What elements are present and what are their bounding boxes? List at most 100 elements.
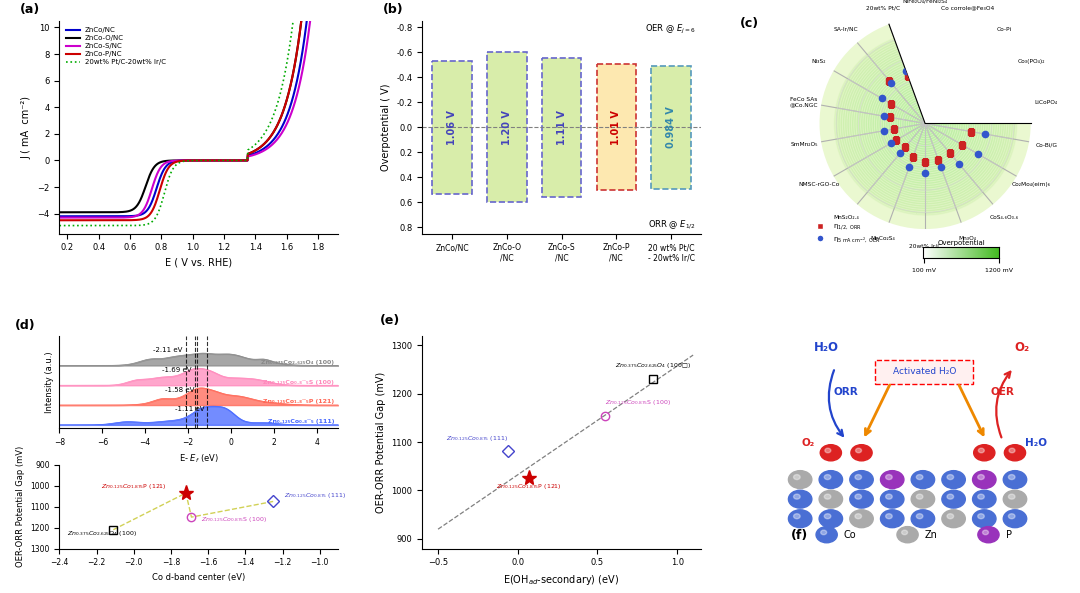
Text: H₂O: H₂O (1025, 438, 1047, 448)
Text: OER: OER (990, 387, 1014, 397)
FancyBboxPatch shape (542, 58, 581, 197)
Text: -1.58 eV: -1.58 eV (164, 387, 194, 393)
Circle shape (973, 510, 996, 528)
Circle shape (880, 490, 904, 508)
Text: $Zn_{0.125}Co_{1.875}$P (121): $Zn_{0.125}Co_{1.875}$P (121) (102, 483, 167, 492)
Circle shape (974, 445, 995, 461)
Text: (a): (a) (21, 4, 41, 17)
Text: $Zn_{0.125}Co_{0.875}$S (100): $Zn_{0.125}Co_{0.875}$S (100) (201, 515, 267, 524)
Circle shape (977, 474, 984, 480)
Circle shape (916, 474, 923, 480)
Text: -2.11 eV: -2.11 eV (153, 347, 183, 353)
Circle shape (824, 514, 831, 519)
Circle shape (912, 510, 934, 528)
Circle shape (821, 530, 826, 535)
Circle shape (916, 514, 923, 519)
Circle shape (977, 527, 999, 543)
Text: 0.984 V: 0.984 V (666, 106, 676, 148)
Circle shape (977, 514, 984, 519)
Circle shape (855, 514, 862, 519)
Circle shape (880, 471, 904, 489)
Circle shape (973, 490, 996, 508)
Circle shape (824, 494, 831, 499)
Text: -1.11 eV: -1.11 eV (175, 406, 204, 412)
X-axis label: E(OH$_{ad}$-secondary) (eV): E(OH$_{ad}$-secondary) (eV) (503, 573, 620, 587)
Text: $Zn_{0.125}Co_{0.875}$ (111): $Zn_{0.125}Co_{0.875}$ (111) (446, 434, 509, 443)
Circle shape (1003, 471, 1027, 489)
Y-axis label: Intensity (a.u.): Intensity (a.u.) (45, 351, 54, 413)
Circle shape (973, 471, 996, 489)
Text: 1.20 V: 1.20 V (502, 110, 512, 145)
Text: ORR: ORR (834, 387, 859, 397)
Circle shape (851, 445, 873, 461)
Text: Zn₀.₁₂₅Co₀.₈‷₅S (100): Zn₀.₁₂₅Co₀.₈‷₅S (100) (264, 380, 334, 385)
Circle shape (947, 474, 954, 480)
Text: ORR @ $E_{1/2}$: ORR @ $E_{1/2}$ (648, 219, 696, 231)
Text: O₂: O₂ (1014, 340, 1029, 353)
Text: (d): (d) (15, 319, 36, 332)
Text: $Zn_{0.125}Co_{0.875}$S (100): $Zn_{0.125}Co_{0.875}$S (100) (606, 398, 672, 407)
Circle shape (1009, 448, 1015, 453)
Circle shape (850, 471, 874, 489)
Legend: $\mathregular{\eta_{1/2,\ ORR}}$, $\mathregular{\eta_{5\ mA\ cm^{-2},\ OER}}$: $\mathregular{\eta_{1/2,\ ORR}}$, $\math… (811, 219, 883, 247)
Text: H₂O: H₂O (814, 340, 839, 353)
Y-axis label: OER-ORR Potential Gap (mV): OER-ORR Potential Gap (mV) (376, 371, 386, 513)
Text: $Zn_{0.375}Co_{2.625}O_4$ (100): $Zn_{0.375}Co_{2.625}O_4$ (100) (67, 529, 137, 538)
Circle shape (794, 474, 800, 480)
Circle shape (886, 514, 892, 519)
Circle shape (912, 471, 934, 489)
Text: OER @ $E_{j=6}$: OER @ $E_{j=6}$ (645, 23, 696, 36)
Circle shape (855, 474, 862, 480)
Y-axis label: Overpotential ( V): Overpotential ( V) (380, 84, 391, 171)
Circle shape (880, 510, 904, 528)
Circle shape (947, 514, 954, 519)
Circle shape (794, 514, 800, 519)
Text: Activated H₂O: Activated H₂O (892, 368, 956, 377)
Text: $Zn_{0.125}Co_{0.875}$ (111): $Zn_{0.125}Co_{0.875}$ (111) (284, 491, 347, 500)
FancyBboxPatch shape (432, 61, 472, 193)
Text: (c): (c) (740, 17, 759, 30)
Circle shape (978, 448, 984, 453)
Text: Zn₀.₁₂₅Co₁.₈‷₅P (121): Zn₀.₁₂₅Co₁.₈‷₅P (121) (264, 400, 334, 404)
Circle shape (788, 510, 812, 528)
Circle shape (897, 527, 918, 543)
Text: -1.69 eV: -1.69 eV (162, 367, 191, 373)
Circle shape (819, 490, 842, 508)
Circle shape (788, 490, 812, 508)
Circle shape (916, 494, 923, 499)
Circle shape (850, 490, 874, 508)
Circle shape (886, 474, 892, 480)
Circle shape (1009, 474, 1015, 480)
Text: (e): (e) (380, 314, 401, 327)
Circle shape (850, 510, 874, 528)
Text: $Zn_{0.375}Co_{2.625}O_4$ (100□): $Zn_{0.375}Co_{2.625}O_4$ (100□) (616, 361, 691, 370)
Circle shape (855, 448, 862, 453)
Text: (b): (b) (383, 4, 404, 17)
Text: 1.11 V: 1.11 V (556, 110, 567, 145)
Circle shape (820, 445, 841, 461)
Legend: ZnCo/NC, ZnCo-O/NC, ZnCo-S/NC, ZnCo-P/NC, 20wt% Pt/C-20wt% Ir/C: ZnCo/NC, ZnCo-O/NC, ZnCo-S/NC, ZnCo-P/NC… (63, 24, 168, 68)
Text: Zn: Zn (924, 530, 937, 540)
Circle shape (819, 510, 842, 528)
Circle shape (824, 474, 831, 480)
Title: Overpotential: Overpotential (937, 240, 985, 246)
Circle shape (947, 494, 954, 499)
FancyBboxPatch shape (596, 64, 636, 190)
Text: $Zn_{0.125}Co_{1.875}$P (121): $Zn_{0.125}Co_{1.875}$P (121) (496, 482, 562, 490)
Circle shape (886, 494, 892, 499)
Circle shape (1003, 510, 1027, 528)
X-axis label: E- $E_f$ (eV): E- $E_f$ (eV) (179, 452, 219, 465)
Circle shape (1004, 445, 1026, 461)
FancyBboxPatch shape (487, 52, 527, 202)
Circle shape (1003, 490, 1027, 508)
Text: O₂: O₂ (801, 438, 814, 448)
Text: Zn₀.₃₇₅Co₂.₆₂₅O₄ (100): Zn₀.₃₇₅Co₂.₆₂₅O₄ (100) (261, 360, 334, 365)
Circle shape (855, 494, 862, 499)
Circle shape (977, 494, 984, 499)
X-axis label: E ( V vs. RHE): E ( V vs. RHE) (165, 258, 232, 268)
X-axis label: Co d-band center (eV): Co d-band center (eV) (152, 573, 245, 582)
Text: 1.06 V: 1.06 V (447, 110, 457, 145)
Text: Zn₀.₁₂₅Co₀.₈‷₅ (111): Zn₀.₁₂₅Co₀.₈‷₅ (111) (268, 419, 334, 424)
Circle shape (819, 471, 842, 489)
FancyBboxPatch shape (876, 360, 973, 384)
